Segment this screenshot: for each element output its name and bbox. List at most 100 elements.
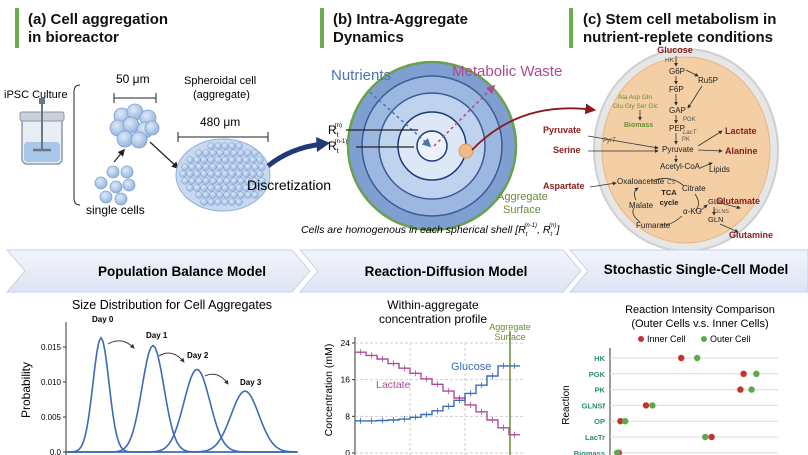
- metabolite-tca1: TCA: [661, 188, 677, 197]
- chart3-point-outer: [753, 370, 760, 377]
- spheroid-cell: [228, 198, 236, 206]
- spheroid-cell: [195, 149, 203, 157]
- spheroid-cell: [188, 177, 196, 185]
- chart3-legend-label-inner: Inner Cell: [647, 334, 686, 344]
- spheroid-cell: [244, 163, 252, 171]
- spheroid-cell: [223, 177, 231, 185]
- metabolite-glucose: Glucose: [657, 45, 693, 55]
- chart1-curve-day3: [67, 390, 297, 453]
- arrow-pyr-uptake: [587, 135, 659, 150]
- metabolite-amino_line1: Ala Asp Gln: [618, 94, 652, 101]
- chart1-ytick-label: 0.005: [41, 413, 62, 422]
- spheroid-cell: [193, 156, 201, 164]
- spheroid-cell: [228, 142, 236, 150]
- chart3-category-label: OP: [594, 417, 605, 426]
- metabolite-glu: GLU: [708, 197, 723, 206]
- chart3-subtitle: (Outer Cells v.s. Inner Cells): [631, 318, 768, 330]
- spheroid-cell: [235, 184, 243, 192]
- spheroid-cell: [193, 184, 201, 192]
- aggregate-surface-label-2: Surface: [503, 204, 541, 216]
- waste-label: Metabolic Waste: [452, 63, 562, 80]
- single-cells: [94, 165, 136, 206]
- size-bar-small: [113, 93, 157, 103]
- spheroid-cell: [230, 177, 238, 185]
- metabolite-hk: HK: [665, 57, 675, 64]
- metabolite-serine: Serine: [553, 145, 581, 155]
- spheroid-cell: [214, 170, 222, 178]
- chart3-legend-label-outer: Outer Cell: [710, 334, 751, 344]
- chart1-series-label: Day 1: [146, 331, 168, 340]
- spheroid-cell: [202, 191, 210, 199]
- chart3-point-inner: [737, 386, 744, 393]
- chart1-ylabel: Probability: [19, 362, 33, 418]
- spheroid-cell: [230, 163, 238, 171]
- spheroid-cell: [223, 163, 231, 171]
- arrow-lactate: [697, 130, 723, 147]
- spheroid-cell: [237, 191, 245, 199]
- spheroid-cell: [242, 156, 250, 164]
- r-n1-label: Rt(n-1): [328, 139, 347, 155]
- sscm-label: Stochastic Single-Cell Model: [604, 262, 789, 277]
- spheroid-cell: [214, 198, 222, 206]
- size-label-small: 50 μm: [116, 72, 150, 86]
- chart1-series-label: Day 3: [240, 378, 262, 387]
- chart1-shift-arrow-0: [107, 340, 135, 349]
- spheroid-cell: [207, 184, 215, 192]
- chart3-point-outer: [614, 449, 621, 455]
- model-chevron-row: [5, 249, 808, 293]
- spheroid-cell: [216, 149, 224, 157]
- chart3-point-outer: [702, 433, 709, 441]
- size-distribution-chart: Size Distribution for Cell Aggregates Pro…: [19, 298, 298, 455]
- spheroid-cell: [223, 191, 231, 199]
- shell-diagram: [346, 60, 518, 232]
- metabolite-glutamine: Glutamine: [729, 230, 773, 240]
- chart3-category-label: Biomass: [574, 449, 605, 455]
- spheroid-cell: [256, 156, 264, 164]
- metabolite-akg: α-KG: [683, 207, 702, 216]
- chart2-ytick-label: 0: [345, 448, 350, 455]
- spheroid-cell: [258, 177, 266, 185]
- spheroid-cell: [186, 184, 194, 192]
- tca-cycle-arrows: [632, 178, 699, 226]
- metabolite-citrate: Citrate: [682, 184, 706, 193]
- arrow-g6p-ru5p: [685, 69, 699, 77]
- spheroid-cell: [207, 170, 215, 178]
- nutrient-arrow: [369, 91, 432, 148]
- chart3-category-label: HK: [594, 354, 605, 363]
- chart1-shift-arrow-1: [158, 352, 185, 363]
- chart1-title: Size Distribution for Cell Aggregates: [72, 298, 272, 312]
- chart3-point-inner: [740, 370, 747, 377]
- spheroid-cell: [207, 142, 215, 150]
- metabolic-network: Glucose Pyruvate Serine Aspartate Lactate Ala…: [543, 45, 773, 240]
- spheroid-cell: [221, 142, 229, 150]
- spheroid-cell: [186, 170, 194, 178]
- spheroid-cell: [200, 184, 208, 192]
- metabolite-aspartate: Aspartate: [543, 181, 585, 191]
- spheroid-cell: [181, 163, 189, 171]
- spheroid-label-1: Spheroidal cell: [184, 75, 256, 87]
- spheroid-cell: [214, 184, 222, 192]
- spheroid-cell: [256, 184, 264, 192]
- chart2-ytick-label: 24: [341, 338, 351, 348]
- chart1-curve-day2: [67, 368, 297, 453]
- metabolite-acetyl: Acetyl-CoA: [660, 162, 701, 171]
- spheroid-cell: [179, 170, 187, 178]
- spheroid-cell: [193, 170, 201, 178]
- spheroid-label-2: (aggregate): [193, 89, 250, 101]
- chart3-point-inner: [678, 354, 685, 362]
- spheroid-cell: [209, 149, 217, 157]
- spheroid-cell: [258, 163, 266, 171]
- spheroid-cell: [235, 156, 243, 164]
- cell-zoom-arrow: [471, 103, 597, 151]
- size-label-large: 480 μm: [200, 115, 240, 129]
- arrow-glutamine: [719, 223, 739, 233]
- spheroid-cell: [235, 142, 243, 150]
- arrow-glutamate: [719, 202, 741, 210]
- metabolite-gap: GAP: [669, 106, 686, 115]
- chart3-point-outer: [694, 354, 701, 362]
- chart1-curve-day1: [67, 344, 297, 453]
- spheroid-cell: [186, 156, 194, 164]
- chart3-category-label: PGK: [589, 370, 606, 379]
- spheroid-cell: [221, 184, 229, 192]
